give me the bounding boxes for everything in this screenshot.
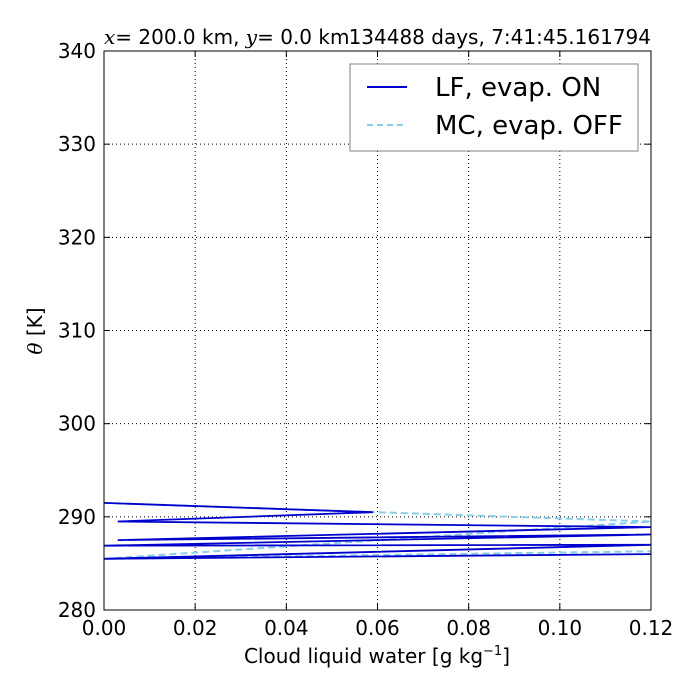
- plot-frame: [103, 50, 652, 611]
- legend-label-mc: MC, evap. OFF: [435, 111, 623, 141]
- x-tick-labels: 0.00 0.02 0.04 0.06 0.08 0.10 0.12: [82, 616, 674, 640]
- y-tick-label: 340: [58, 39, 96, 63]
- legend: LF, evap. ON MC, evap. OFF: [349, 63, 639, 152]
- series-line-mc-evap-off: [104, 501, 651, 560]
- x-tick-label: 0.08: [446, 616, 491, 640]
- y-tick-labels: 280 290 300 310 320 330 340: [58, 39, 96, 622]
- y-tick-label: 320: [58, 225, 96, 249]
- legend-label-lf: LF, evap. ON: [435, 73, 601, 103]
- x-axis-label: Cloud liquid water [g kg−1]: [244, 644, 510, 668]
- chart-title-right: 134488 days, 7:41:45.161794: [349, 25, 651, 49]
- y-tick-label: 300: [58, 412, 96, 436]
- y-axis-label: θ [K]: [23, 307, 47, 354]
- x-tick-label: 0.10: [538, 616, 583, 640]
- x-tick-label: 0.06: [355, 616, 400, 640]
- x-tick-label: 0.12: [629, 616, 674, 640]
- y-tick-label: 310: [58, 319, 96, 343]
- x-tick-label: 0.02: [173, 616, 218, 640]
- title-y-eq: = 0.0 km: [257, 25, 349, 49]
- x-axis-label-main: Cloud liquid water [g kg: [244, 644, 483, 668]
- series-layer: [104, 501, 651, 560]
- x-axis-label-tail: ]: [502, 644, 510, 668]
- title-x-eq: = 200.0 km,: [115, 25, 246, 49]
- legend-frame: [349, 63, 639, 152]
- title-x-symbol: x: [104, 25, 115, 49]
- x-axis-label-sup: −1: [483, 644, 502, 659]
- chart-title-left: x= 200.0 km, y= 0.0 km: [104, 25, 349, 49]
- y-axis-label-unit: [K]: [23, 307, 47, 342]
- x-tick-label: 0.00: [82, 616, 127, 640]
- title-y-symbol: y: [245, 25, 258, 49]
- y-tick-label: 330: [58, 132, 96, 156]
- y-tick-label: 280: [58, 598, 96, 622]
- series-line-lf-evap-on: [104, 502, 651, 560]
- x-tick-label: 0.04: [264, 616, 309, 640]
- y-tick-label: 290: [58, 505, 96, 529]
- y-axis-label-symbol: θ: [23, 343, 47, 355]
